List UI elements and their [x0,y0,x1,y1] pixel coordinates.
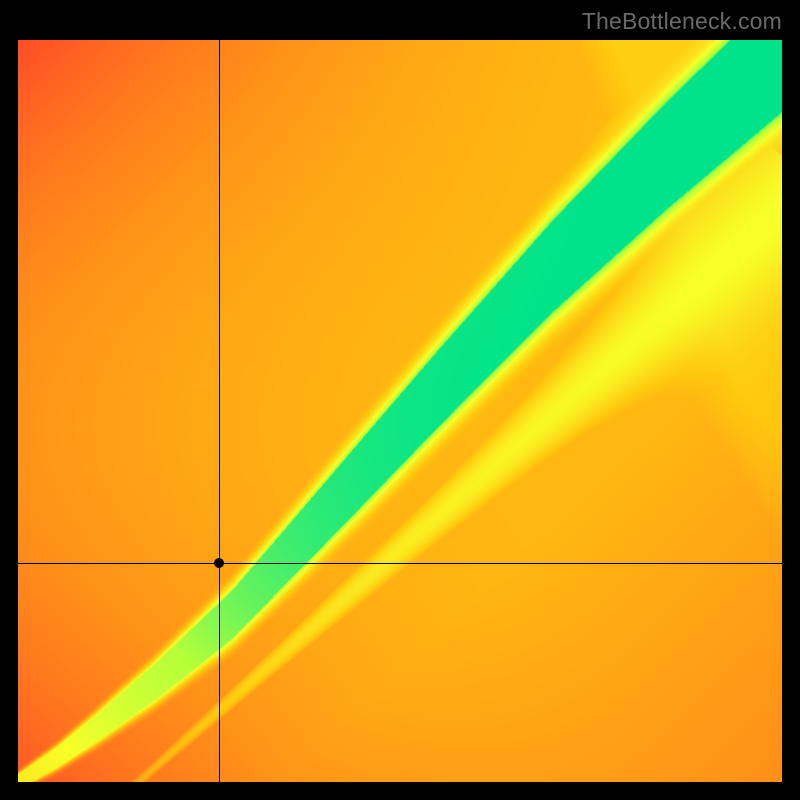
crosshair-vertical-line [219,40,220,782]
watermark-text: TheBottleneck.com [582,8,782,35]
crosshair-marker-dot [214,558,224,568]
crosshair-horizontal-line [18,563,782,564]
heatmap-canvas [18,40,782,782]
heatmap-chart [18,40,782,782]
